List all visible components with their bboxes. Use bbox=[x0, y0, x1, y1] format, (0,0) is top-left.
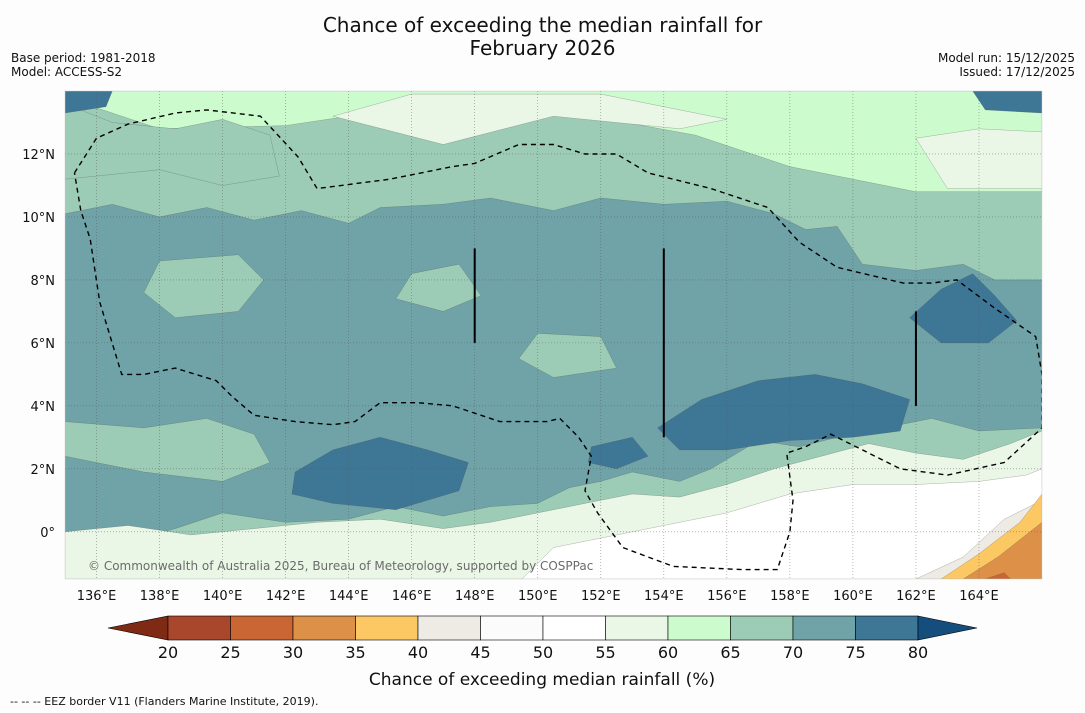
lat-label: 8°N bbox=[31, 274, 56, 289]
title-line-2: February 2026 bbox=[469, 36, 616, 60]
lon-label: 150°E bbox=[518, 589, 558, 604]
lat-label: 10°N bbox=[22, 211, 55, 226]
lon-label: 136°E bbox=[77, 589, 117, 604]
lon-label: 158°E bbox=[770, 589, 810, 604]
longitude-labels: 136°E 138°E 140°E 142°E 144°E 146°E 148°E 150°E… bbox=[77, 589, 999, 604]
map-frame bbox=[64, 90, 1043, 580]
model-info: Base period: 1981-2018 Model: ACCESS-S2 bbox=[11, 51, 156, 79]
lon-label: 160°E bbox=[833, 589, 873, 604]
latitude-labels: 12°N 10°N 8°N 6°N 4°N 2°N 0° bbox=[22, 148, 55, 541]
region-55-60-2 bbox=[915, 128, 1042, 189]
colorbar: 20 25 30 35 40 45 50 55 60 65 70 75 80 Chance of exc… bbox=[107, 615, 978, 690]
colorbar-cell-40-45 bbox=[417, 615, 481, 641]
lat-label: 4°N bbox=[31, 400, 56, 415]
region-65-70-12 bbox=[65, 418, 271, 482]
region-65-70-10 bbox=[395, 264, 482, 312]
region-30-35-24 bbox=[962, 522, 1042, 579]
colorbar-cells bbox=[167, 615, 919, 641]
map-plot-area: © Commonwealth of Australia 2025, Bureau… bbox=[65, 91, 1042, 579]
region-65-70-13 bbox=[65, 103, 280, 186]
colorbar-tick-label: 50 bbox=[533, 643, 553, 662]
colorbar-tick-label: 40 bbox=[408, 643, 428, 662]
colorbar-tick-label: 70 bbox=[783, 643, 803, 662]
region-75-80-18 bbox=[65, 91, 113, 114]
colorbar-cell-75-80 bbox=[855, 615, 919, 641]
graticule bbox=[65, 91, 1042, 579]
colorbar-cell-65-70 bbox=[730, 615, 794, 641]
colorbar-tick-label: 65 bbox=[720, 643, 740, 662]
lon-label: 146°E bbox=[392, 589, 432, 604]
lon-label: 142°E bbox=[266, 589, 306, 604]
region-75-80-19 bbox=[972, 91, 1042, 114]
colorbar-tick-labels: 20 25 30 35 40 45 50 55 60 65 70 75 80 bbox=[158, 643, 928, 662]
region-75-80-17 bbox=[587, 437, 649, 469]
colorbar-tick-label: 45 bbox=[470, 643, 490, 662]
title-line-1: Chance of exceeding the median rainfall … bbox=[322, 13, 763, 37]
colorbar-tick-label: 25 bbox=[220, 643, 240, 662]
model-name-text: Model: ACCESS-S2 bbox=[11, 65, 123, 79]
probability-regions bbox=[65, 91, 1042, 579]
copyright-notice: © Commonwealth of Australia 2025, Bureau… bbox=[88, 559, 593, 573]
region-75-80-14 bbox=[291, 437, 469, 510]
colorbar-tick-label: 75 bbox=[845, 643, 865, 662]
colorbar-cell-30-35 bbox=[292, 615, 356, 641]
lat-label: 0° bbox=[40, 526, 55, 541]
lon-label: 140°E bbox=[203, 589, 243, 604]
eez-border-line bbox=[73, 109, 1042, 571]
lon-label: 152°E bbox=[581, 589, 621, 604]
colorbar-tick-label: 60 bbox=[658, 643, 678, 662]
colorbar-cell-70-75 bbox=[792, 615, 856, 641]
lat-label: 6°N bbox=[31, 337, 56, 352]
colorbar-label: Chance of exceeding median rainfall (%) bbox=[369, 670, 715, 690]
region-75-80-15 bbox=[657, 374, 910, 451]
colorbar-under-arrow bbox=[107, 615, 169, 641]
colorbar-cell-35-40 bbox=[355, 615, 419, 641]
issued-date-text: Issued: 17/12/2025 bbox=[959, 65, 1075, 79]
colorbar-cell-20-25 bbox=[167, 615, 231, 641]
region-65-70-9 bbox=[143, 254, 264, 318]
colorbar-tick-label: 20 bbox=[158, 643, 178, 662]
region-65-70-11 bbox=[518, 333, 617, 378]
colorbar-over-arrow bbox=[917, 615, 978, 641]
colorbar-tick-label: 55 bbox=[595, 643, 615, 662]
lon-label: 148°E bbox=[455, 589, 495, 604]
lat-label: 12°N bbox=[22, 148, 55, 163]
colorbar-tick-label: 80 bbox=[908, 643, 928, 662]
lon-label: 164°E bbox=[959, 589, 999, 604]
colorbar-cell-55-60 bbox=[605, 615, 669, 641]
eez-footnote: -- -- -- EEZ border V11 (Flanders Marine… bbox=[10, 695, 319, 708]
lon-label: 154°E bbox=[644, 589, 684, 604]
black-line-markers bbox=[473, 248, 917, 438]
lon-label: 156°E bbox=[707, 589, 747, 604]
lon-label: 162°E bbox=[896, 589, 936, 604]
colorbar-tick-label: 35 bbox=[345, 643, 365, 662]
colorbar-cell-60-65 bbox=[667, 615, 731, 641]
region-75-80-16 bbox=[909, 273, 1018, 344]
issue-info: Model run: 15/12/2025 Issued: 17/12/2025 bbox=[938, 51, 1075, 79]
lon-label: 138°E bbox=[140, 589, 180, 604]
colorbar-tick-label: 30 bbox=[283, 643, 303, 662]
region-55-60-1 bbox=[332, 93, 727, 145]
colorbar-cell-45-50 bbox=[480, 615, 544, 641]
model-run-text: Model run: 15/12/2025 bbox=[937, 51, 1075, 65]
region-25-30-25 bbox=[985, 572, 1011, 579]
lat-label: 2°N bbox=[31, 463, 56, 478]
colorbar-cell-50-55 bbox=[542, 615, 606, 641]
colorbar-cell-25-30 bbox=[230, 615, 294, 641]
lon-label: 144°E bbox=[329, 589, 369, 604]
base-period-text: Base period: 1981-2018 bbox=[11, 51, 156, 65]
chart-title: Chance of exceeding the median rainfall … bbox=[0, 14, 1085, 60]
